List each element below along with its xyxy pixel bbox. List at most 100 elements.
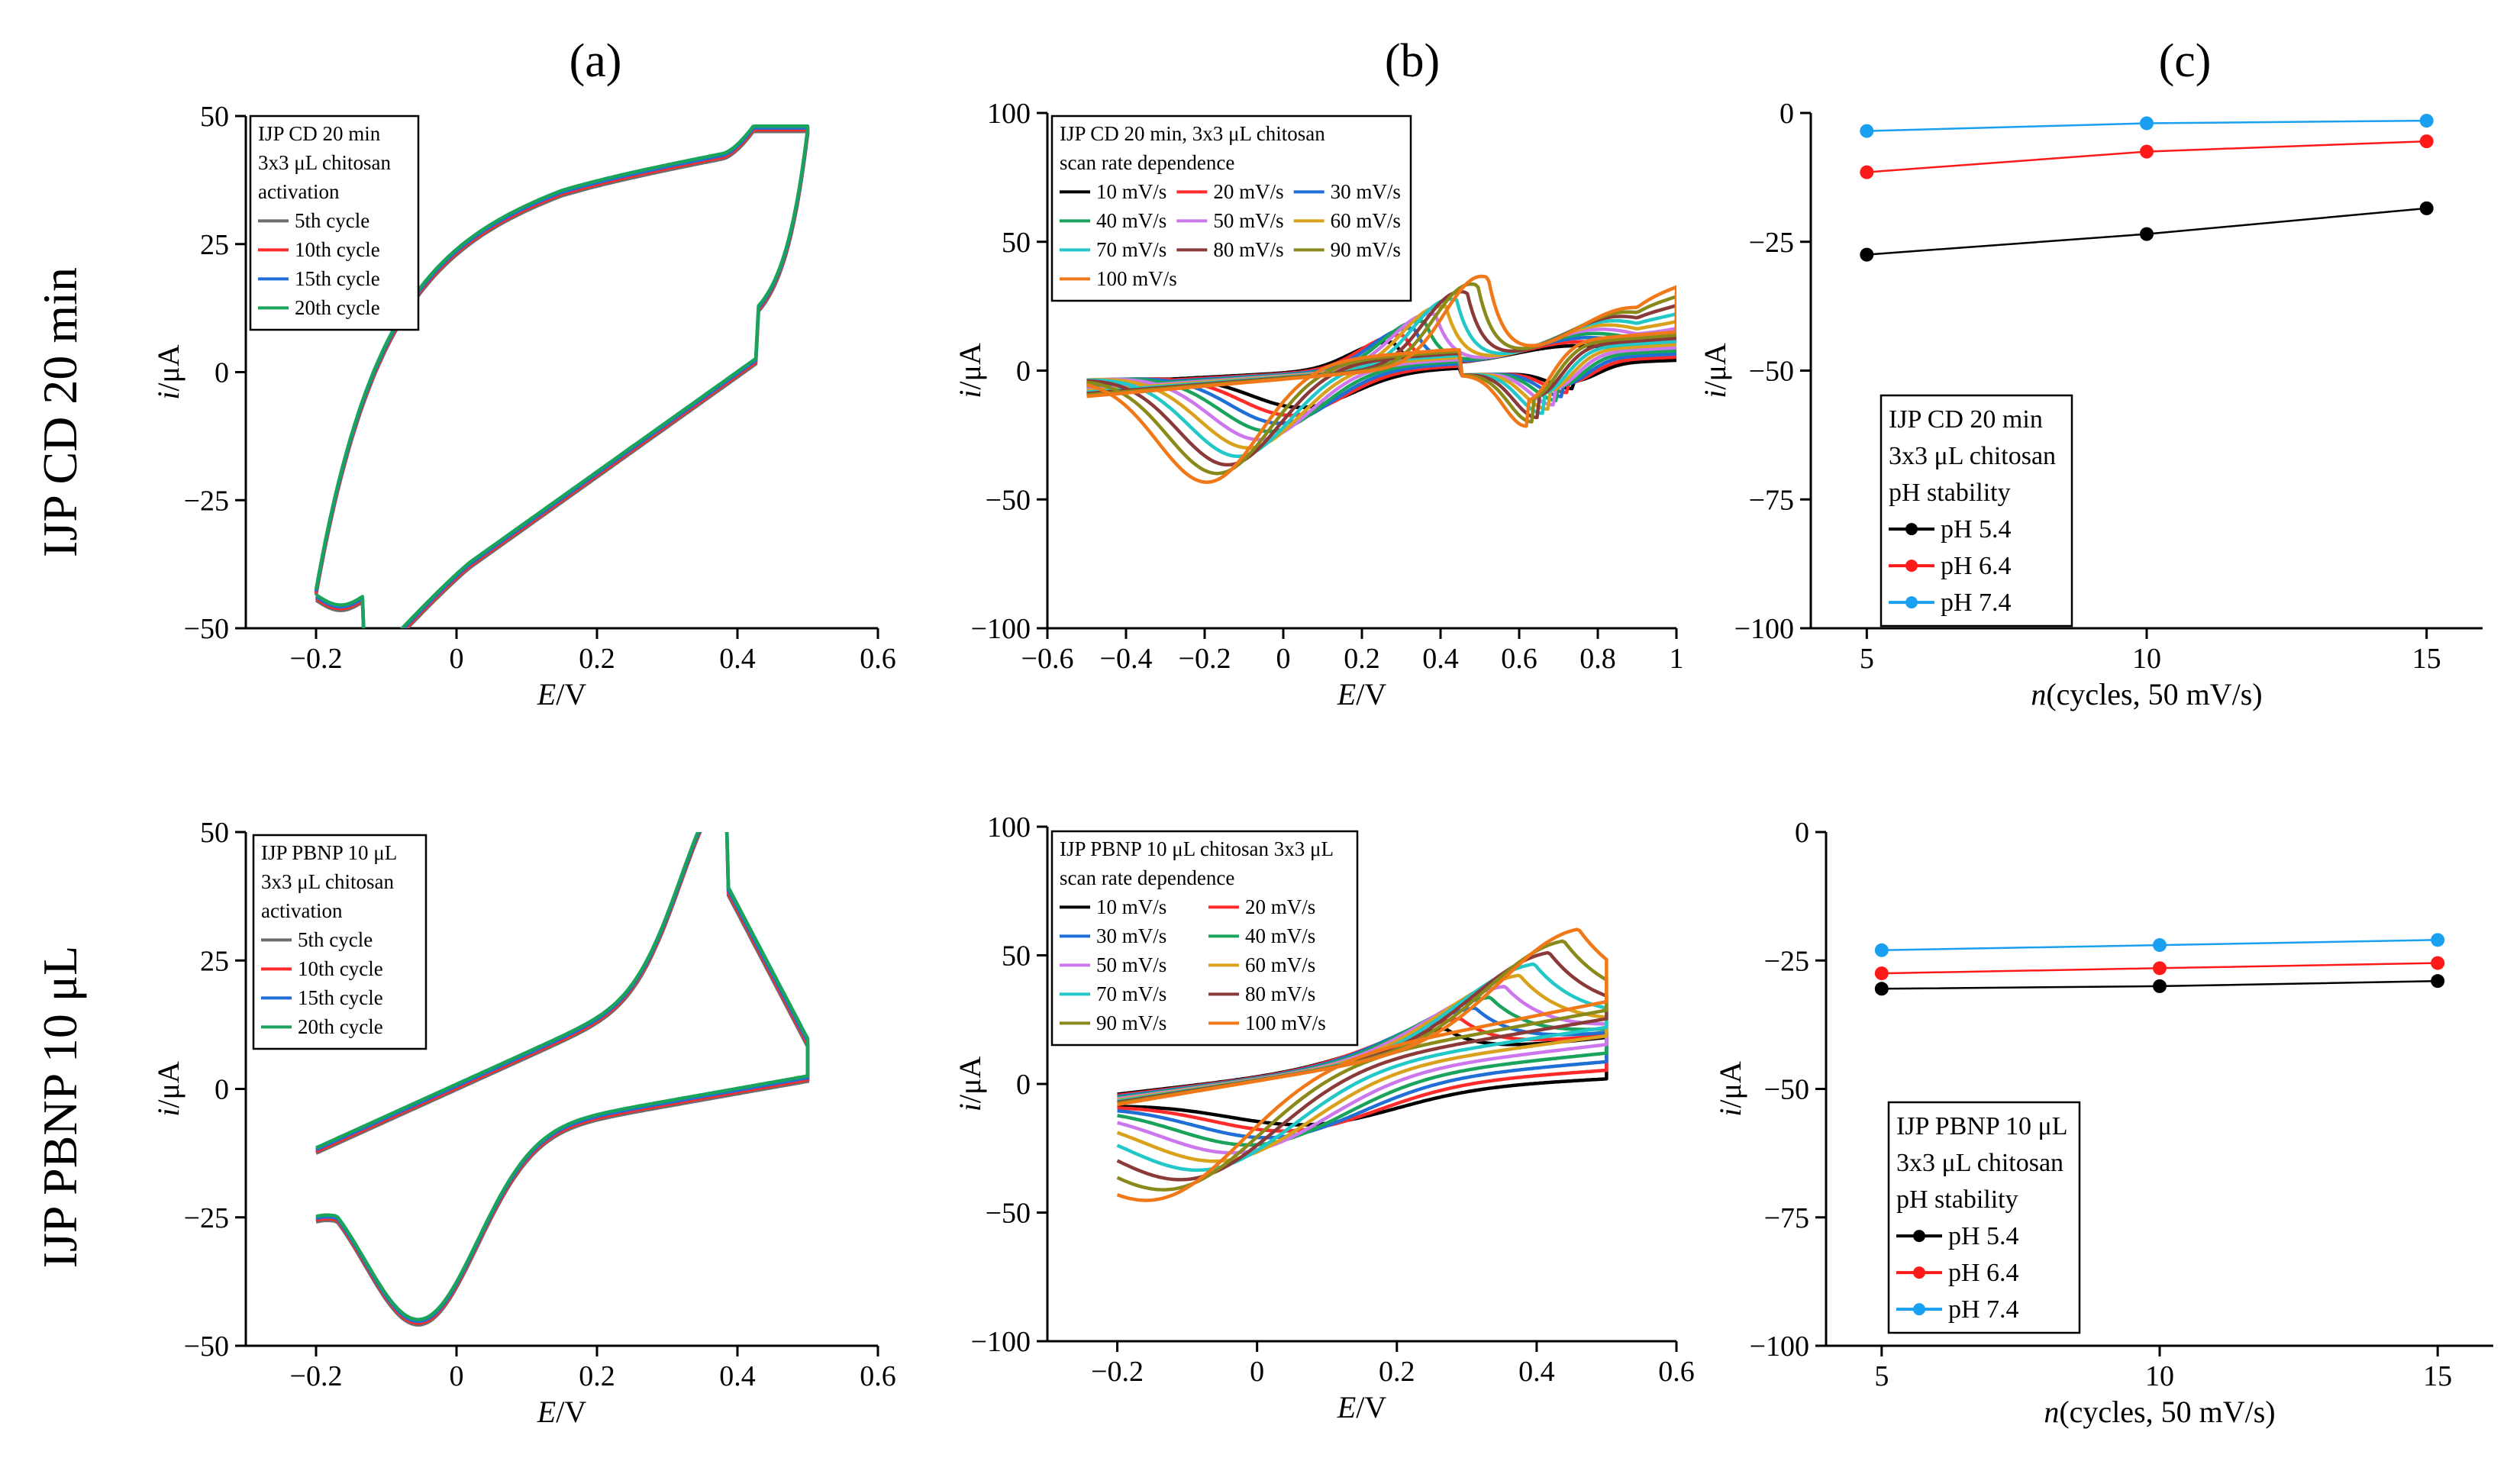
legend-marker <box>1905 596 1918 609</box>
panel-letter-c: (c) <box>2159 35 2212 87</box>
y-tick-label: 0 <box>1016 1069 1031 1101</box>
legend-label: 15th cycle <box>295 267 380 290</box>
x-tick-label: 5 <box>1874 1360 1889 1392</box>
y-tick-label: −50 <box>986 1198 1031 1230</box>
legend-label: 5th cycle <box>295 209 369 232</box>
x-axis-label: n(cycles, 50 mV/s) <box>2031 677 2262 711</box>
plot-area <box>1086 274 1676 484</box>
plot-area <box>1116 927 1608 1202</box>
y-tick-label: 100 <box>987 811 1031 844</box>
y-axis-label: i/μA <box>953 343 987 398</box>
data-point <box>2140 116 2154 131</box>
legend-label: 40 mV/s <box>1245 924 1315 947</box>
legend-title: pH stability <box>1896 1185 2018 1214</box>
y-tick-label: −50 <box>184 1331 229 1363</box>
legend-label: 20th cycle <box>298 1015 383 1038</box>
y-tick-label: −100 <box>1734 613 1794 645</box>
y-tick-label: 0 <box>1779 98 1794 130</box>
legend: IJP CD 20 min 3x3 μL chitosan pH stability… <box>1880 394 2073 627</box>
row-label-cd: IJP CD 20 min <box>33 267 87 557</box>
x-axis-label: E/V <box>537 677 587 711</box>
x-tick-label: 0 <box>450 643 464 675</box>
legend: IJP CD 20 min, 3x3 μL chitosan scan rate … <box>1050 115 1412 302</box>
data-point <box>2431 933 2445 947</box>
x-tick-label: 10 <box>2145 1360 2174 1392</box>
y-tick-label: 100 <box>987 98 1031 130</box>
x-tick-label: 0.6 <box>860 643 896 675</box>
legend-title: IJP CD 20 min <box>1889 405 2043 434</box>
y-tick-label: −50 <box>1764 1074 1809 1106</box>
y-axis-label: i/μA <box>953 1056 987 1112</box>
x-tick-label: −0.2 <box>290 1360 343 1392</box>
legend-title: IJP CD 20 min, 3x3 μL chitosan <box>1060 122 1325 145</box>
y-tick-label: −25 <box>1749 227 1794 259</box>
y-tick-label: 50 <box>1002 227 1031 259</box>
data-point <box>2419 201 2434 215</box>
y-axis-label: i/μA <box>1713 1061 1747 1117</box>
legend-label: pH 6.4 <box>1948 1259 2019 1287</box>
x-tick-label: −0.2 <box>290 643 343 675</box>
y-tick-label: −50 <box>986 484 1031 516</box>
legend-title: activation <box>258 180 340 203</box>
data-point <box>2431 974 2445 989</box>
series-line <box>1086 274 1676 484</box>
x-tick-label: 10 <box>2132 643 2161 675</box>
legend-marker <box>1913 1266 1925 1279</box>
x-tick-label: −0.2 <box>1091 1356 1144 1388</box>
y-tick-label: 0 <box>215 1074 229 1106</box>
legend-label: 50 mV/s <box>1213 209 1283 232</box>
data-point <box>1874 966 1889 981</box>
y-axis-label: i/μA <box>151 1061 186 1117</box>
x-tick-label: 0.2 <box>579 1360 615 1392</box>
x-tick-label: 0.6 <box>1658 1356 1695 1388</box>
plot-area <box>1860 114 2434 262</box>
legend-title: scan rate dependence <box>1060 866 1234 889</box>
legend-title: 3x3 μL chitosan <box>261 870 394 893</box>
legend-label: 10 mV/s <box>1096 895 1166 918</box>
legend-label: 20 mV/s <box>1213 180 1283 203</box>
y-tick-label: 0 <box>1795 817 1809 849</box>
x-tick-label: 0.4 <box>1518 1356 1555 1388</box>
data-point <box>2140 227 2154 241</box>
y-tick-label: −100 <box>971 613 1031 645</box>
x-tick-label: −0.6 <box>1021 643 1074 675</box>
legend-title: pH stability <box>1889 479 2011 507</box>
data-point <box>1860 165 1874 179</box>
x-tick-label: 0 <box>450 1360 464 1392</box>
legend-label: 90 mV/s <box>1331 238 1401 261</box>
chart-a2: −50 −25 0 25 50 −0.2 0 0.2 0.4 0.6 E/V i/μA IJP PBNP… <box>151 817 896 1429</box>
x-tick-label: 0.2 <box>1344 643 1380 675</box>
plot-area <box>315 832 810 1327</box>
x-tick-label: 5 <box>1860 643 1874 675</box>
legend-title: IJP CD 20 min <box>258 122 381 145</box>
legend-marker <box>1905 523 1918 536</box>
legend: IJP PBNP 10 μL 3x3 μL chitosan activation 5… <box>252 834 428 1050</box>
y-tick-label: −100 <box>971 1326 1031 1358</box>
data-point <box>2431 956 2445 970</box>
x-tick-label: −0.2 <box>1179 643 1231 675</box>
chart-b1: −100 −50 0 50 100 −0.6 −0.4 −0.2 0 0.2 0.4 0.6 0.8 1 E… <box>953 98 1684 711</box>
y-tick-label: 0 <box>1016 356 1031 388</box>
x-tick-label: 15 <box>2412 643 2441 675</box>
legend-title: 3x3 μL chitosan <box>258 151 391 174</box>
legend-label: 100 mV/s <box>1245 1011 1326 1034</box>
legend-label: 30 mV/s <box>1096 924 1166 947</box>
data-point <box>1860 124 1874 138</box>
x-tick-label: 0.4 <box>719 1360 756 1392</box>
legend-box <box>1050 115 1412 302</box>
x-tick-label: 0.8 <box>1579 643 1616 675</box>
legend-label: 20 mV/s <box>1245 895 1315 918</box>
legend-label: 70 mV/s <box>1096 238 1166 261</box>
legend-label: 60 mV/s <box>1331 209 1401 232</box>
legend-label: 15th cycle <box>298 986 383 1009</box>
y-tick-label: 25 <box>200 945 229 977</box>
x-tick-label: −0.4 <box>1100 643 1153 675</box>
legend: IJP PBNP 10 μL chitosan 3x3 μL scan rate … <box>1050 830 1359 1047</box>
chart-b2: −100 −50 0 50 100 −0.2 0 0.2 0.4 0.6 E/V i/μA IJP PB… <box>953 811 1695 1424</box>
chart-a1: −50 −25 0 25 50 −0.2 0 0.2 0.4 0.6 E/V i/μA IJP CD 2… <box>151 101 896 711</box>
x-axis-label: E/V <box>1337 1390 1387 1424</box>
x-axis-label: E/V <box>1337 677 1387 711</box>
legend-label: 50 mV/s <box>1096 953 1166 976</box>
legend-label: 80 mV/s <box>1213 238 1283 261</box>
